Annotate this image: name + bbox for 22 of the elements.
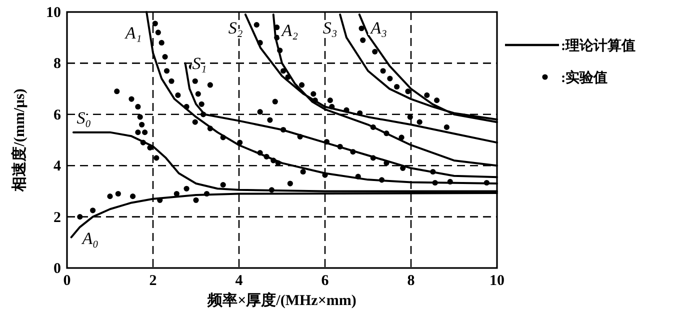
x-tick-label: 6 <box>321 273 330 289</box>
x-axis-title: 频率×厚度/(MHz×mm) <box>206 291 356 309</box>
y-tick-label: 4 <box>54 158 62 175</box>
x-tick-label: 4 <box>235 273 244 289</box>
annotation: S₃ <box>322 18 338 38</box>
annotation: A₂ <box>280 20 298 40</box>
legend-label: :理论计算值 <box>561 38 636 54</box>
annotation: A₀ <box>81 228 99 248</box>
annotation: S₂ <box>228 18 243 38</box>
y-axis-title: 相速度/(mm/μs) <box>10 88 28 192</box>
x-tick-label: 10 <box>490 273 504 289</box>
annotation: A₃ <box>370 18 388 38</box>
y-tick-label: 0 <box>54 261 61 277</box>
y-tick-label: 10 <box>46 5 61 21</box>
y-tick-label: 6 <box>54 107 62 124</box>
x-tick-label: 8 <box>407 273 415 289</box>
y-tick-label: 2 <box>54 210 61 226</box>
annotation: A₁ <box>124 23 142 42</box>
legend-label: :实验值 <box>561 69 608 86</box>
y-tick-label: 8 <box>54 56 61 72</box>
annotation: S₀ <box>76 108 92 128</box>
x-tick-label: 2 <box>149 273 157 289</box>
